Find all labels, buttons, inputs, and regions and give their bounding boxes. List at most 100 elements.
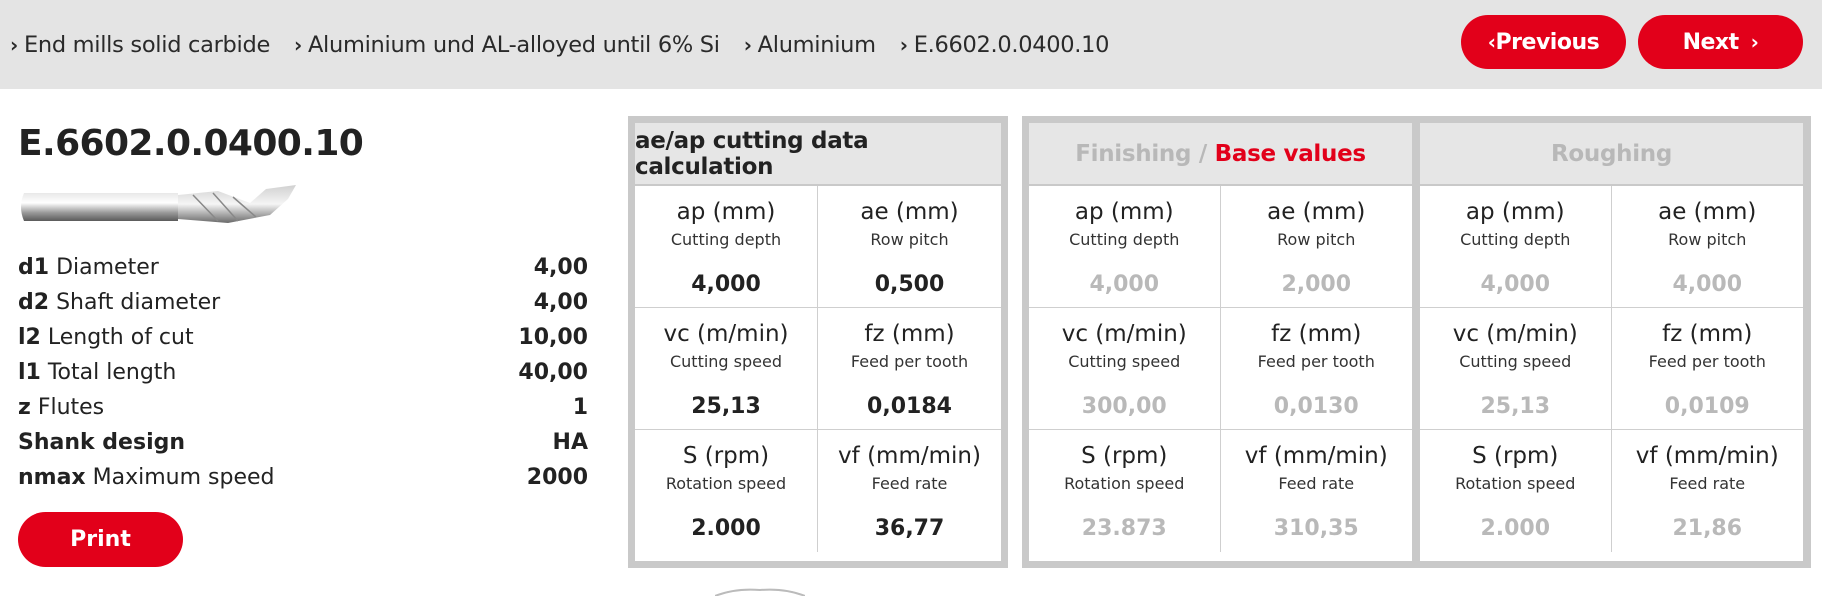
calc-panel: ae/ap cutting data calculation ap (mm) Cu… <box>628 116 1008 568</box>
cell-sub: Cutting depth <box>1069 230 1180 249</box>
cell-value: 4,000 <box>1480 272 1551 297</box>
cell-sub: Rotation speed <box>665 474 787 493</box>
cell-sub: Row pitch <box>1668 230 1747 249</box>
roughing-cell-ap: ap (mm) Cutting depth 4,000 <box>1420 186 1612 308</box>
spec-value: 10,00 <box>518 325 588 350</box>
spec-list: d1 Diameter 4,00 d2 Shaft diameter 4,00 … <box>18 250 588 495</box>
finishing-cell-s: S (rpm) Rotation speed 23.873 <box>1029 430 1221 552</box>
calc-cell-s[interactable]: S (rpm) Rotation speed 2.000 <box>635 430 818 552</box>
cell-label: vf (mm/min) <box>1635 443 1779 469</box>
calc-cell-vc[interactable]: vc (m/min) Cutting speed 25,13 <box>635 308 818 430</box>
calc-cell-fz[interactable]: fz (mm) Feed per tooth 0,0184 <box>818 308 1001 430</box>
breadcrumb-item[interactable]: › Aluminium und AL-alloyed until 6% Si <box>294 32 720 58</box>
chevron-right-icon: › <box>10 32 18 57</box>
cell-sub: Feed per tooth <box>1257 352 1375 371</box>
base-values-label: Base values <box>1214 140 1366 167</box>
spec-value: 40,00 <box>518 360 588 385</box>
breadcrumb-item[interactable]: › End mills solid carbide <box>10 32 270 58</box>
next-button[interactable]: Next › <box>1638 15 1803 69</box>
cell-sub: Cutting depth <box>670 230 782 249</box>
chevron-right-icon: › <box>899 32 908 57</box>
spec-value: HA <box>552 430 588 455</box>
chevron-right-icon: › <box>1750 30 1759 54</box>
breadcrumb-label: Aluminium <box>757 31 876 58</box>
cell-label: ae (mm) <box>860 199 959 225</box>
calc-cell-vf[interactable]: vf (mm/min) Feed rate 36,77 <box>818 430 1001 552</box>
finishing-cell-vf: vf (mm/min) Feed rate 310,35 <box>1221 430 1413 552</box>
cell-sub: Row pitch <box>1277 230 1356 249</box>
spec-name: Total length <box>47 360 177 385</box>
breadcrumb-item[interactable]: › E.6602.0.0400.10 <box>899 32 1110 58</box>
cell-label: fz (mm) <box>864 321 955 347</box>
previous-label: Previous <box>1495 29 1600 55</box>
cell-sub: Rotation speed <box>1455 474 1576 493</box>
cell-value: 4,000 <box>1089 272 1160 297</box>
previous-button[interactable]: ‹ Previous <box>1461 15 1626 69</box>
finishing-cell-ae: ae (mm) Row pitch 2,000 <box>1220 186 1412 308</box>
values-panel: Finishing / Base values ap (mm) Cutting d… <box>1022 116 1811 568</box>
spec-key: z <box>18 395 31 420</box>
breadcrumb-bar: › End mills solid carbide › Aluminium un… <box>0 0 1822 89</box>
roughing-cell-vc: vc (m/min) Cutting speed 25,13 <box>1420 308 1612 430</box>
cell-label: ae (mm) <box>1658 199 1757 225</box>
cell-sub: Cutting speed <box>1068 352 1181 371</box>
calc-block: ae/ap cutting data calculation ap (mm) Cu… <box>635 123 1001 561</box>
cell-label: vc (m/min) <box>663 321 789 347</box>
cell-value: 2.000 <box>691 516 761 541</box>
spec-row-nmax: nmax Maximum speed 2000 <box>18 460 588 495</box>
spec-value: 2000 <box>526 465 588 490</box>
roughing-block: Roughing ap (mm) Cutting depth 4,000 ae (m… <box>1420 123 1803 561</box>
cell-label: vf (mm/min) <box>838 443 981 469</box>
cell-value: 23.873 <box>1081 516 1167 541</box>
cell-sub: Feed rate <box>1278 474 1355 493</box>
spec-name: Shaft diameter <box>56 290 221 315</box>
breadcrumb: › End mills solid carbide › Aluminium un… <box>10 0 1133 89</box>
calc-title: ae/ap cutting data calculation <box>635 123 1001 186</box>
spec-key: Shank design <box>18 430 186 455</box>
spec-key: l2 <box>18 325 41 350</box>
cell-value: 2.000 <box>1480 516 1551 541</box>
cell-sub: Cutting speed <box>669 352 783 371</box>
cell-value: 0,500 <box>874 272 945 297</box>
spec-key: l1 <box>18 360 41 385</box>
cell-label: S (rpm) <box>1081 443 1168 469</box>
cell-sub: Feed per tooth <box>850 352 969 371</box>
roughing-cell-fz: fz (mm) Feed per tooth 0,0109 <box>1611 308 1803 430</box>
cell-value: 36,77 <box>874 516 945 541</box>
cell-value: 21,86 <box>1672 516 1743 541</box>
cell-sub: Feed per tooth <box>1648 352 1766 371</box>
spec-value: 1 <box>572 395 588 420</box>
cell-value: 310,35 <box>1273 516 1359 541</box>
calc-cell-ae[interactable]: ae (mm) Row pitch 0,500 <box>818 186 1001 308</box>
spec-name: Maximum speed <box>92 465 275 490</box>
roughing-grid: ap (mm) Cutting depth 4,000 ae (mm) Row pit… <box>1420 186 1803 552</box>
spec-key: nmax <box>18 465 86 490</box>
print-button[interactable]: Print <box>18 512 183 567</box>
cell-value: 25,13 <box>1480 394 1551 419</box>
spec-row-d2: d2 Shaft diameter 4,00 <box>18 285 588 320</box>
breadcrumb-label: End mills solid carbide <box>23 31 271 58</box>
calc-cell-ap[interactable]: ap (mm) Cutting depth 4,000 <box>635 186 818 308</box>
spec-row-l1: l1 Total length 40,00 <box>18 355 588 390</box>
roughing-cell-vf: vf (mm/min) Feed rate 21,86 <box>1612 430 1804 552</box>
finishing-title[interactable]: Finishing / Base values <box>1029 123 1412 186</box>
cell-label: S (rpm) <box>1472 443 1559 469</box>
roughing-cell-s: S (rpm) Rotation speed 2.000 <box>1420 430 1612 552</box>
spec-name: Flutes <box>37 395 105 420</box>
finishing-cell-fz: fz (mm) Feed per tooth 0,0130 <box>1220 308 1412 430</box>
spec-row-shank: Shank design HA <box>18 425 588 460</box>
breadcrumb-label: Aluminium und AL-alloyed until 6% Si <box>307 31 720 58</box>
chevron-left-icon: ‹ <box>1487 30 1496 54</box>
cell-sub: Feed rate <box>871 474 948 493</box>
cell-label: ap (mm) <box>676 199 776 225</box>
roughing-label: Roughing <box>1550 140 1673 167</box>
roughing-title[interactable]: Roughing <box>1420 123 1803 186</box>
cell-label: fz (mm) <box>1662 321 1753 347</box>
breadcrumb-item[interactable]: › Aluminium <box>744 32 876 58</box>
cell-sub: Feed rate <box>1669 474 1746 493</box>
product-title: E.6602.0.0400.10 <box>18 123 364 164</box>
cell-value: 0,0184 <box>867 394 952 419</box>
calc-grid: ap (mm) Cutting depth 4,000 ae (mm) Row pit… <box>635 186 1001 552</box>
cell-sub: Row pitch <box>870 230 949 249</box>
cell-label: S (rpm) <box>682 443 770 469</box>
